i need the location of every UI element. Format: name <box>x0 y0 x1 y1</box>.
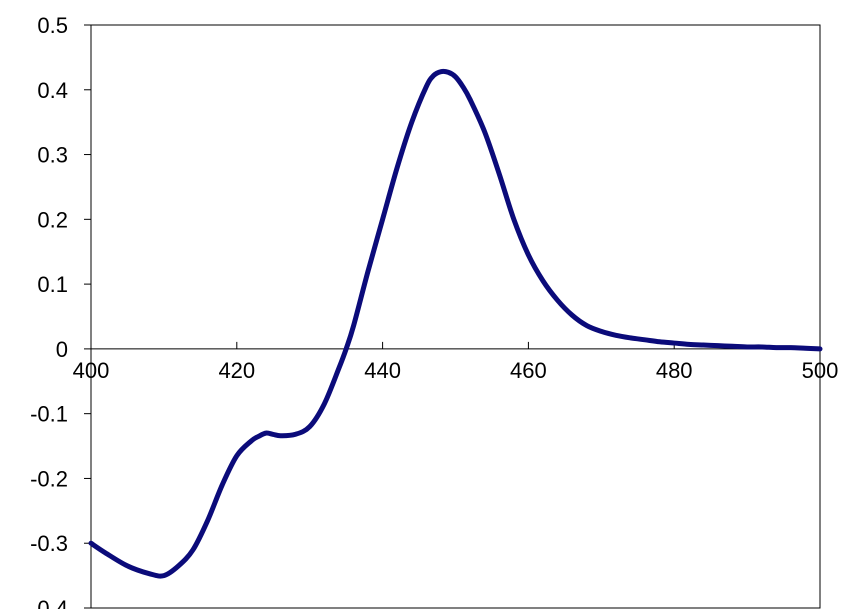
y-tick-label: -0.1 <box>30 402 68 427</box>
y-tick-label: 0 <box>56 337 68 362</box>
x-tick-label: 400 <box>73 358 110 383</box>
y-tick-label: 0.5 <box>37 13 68 38</box>
y-tick-label: -0.3 <box>30 531 68 556</box>
y-axis-ticks <box>84 24 91 609</box>
x-tick-label: 420 <box>218 358 255 383</box>
series-line <box>88 68 823 579</box>
y-tick-label: -0.2 <box>30 466 68 491</box>
y-axis-tick-labels: 0.5 0.4 0.3 0.2 0.1 0 -0.1 -0.2 -0.3 -0.4 <box>30 13 68 609</box>
plot-area-frame <box>90 24 821 609</box>
y-tick-label: 0.1 <box>37 272 68 297</box>
y-tick-label: 0.2 <box>37 207 68 232</box>
y-tick-label: -0.4 <box>30 596 68 609</box>
x-tick-label: 500 <box>802 358 839 383</box>
x-axis-tick-labels: 400 420 440 460 480 500 <box>73 358 839 383</box>
x-tick-label: 440 <box>364 358 401 383</box>
x-tick-label: 480 <box>656 358 693 383</box>
y-tick-label: 0.3 <box>37 143 68 168</box>
y-tick-label: 0.4 <box>37 78 68 103</box>
x-tick-label: 460 <box>510 358 547 383</box>
x-axis-ticks <box>90 341 821 349</box>
